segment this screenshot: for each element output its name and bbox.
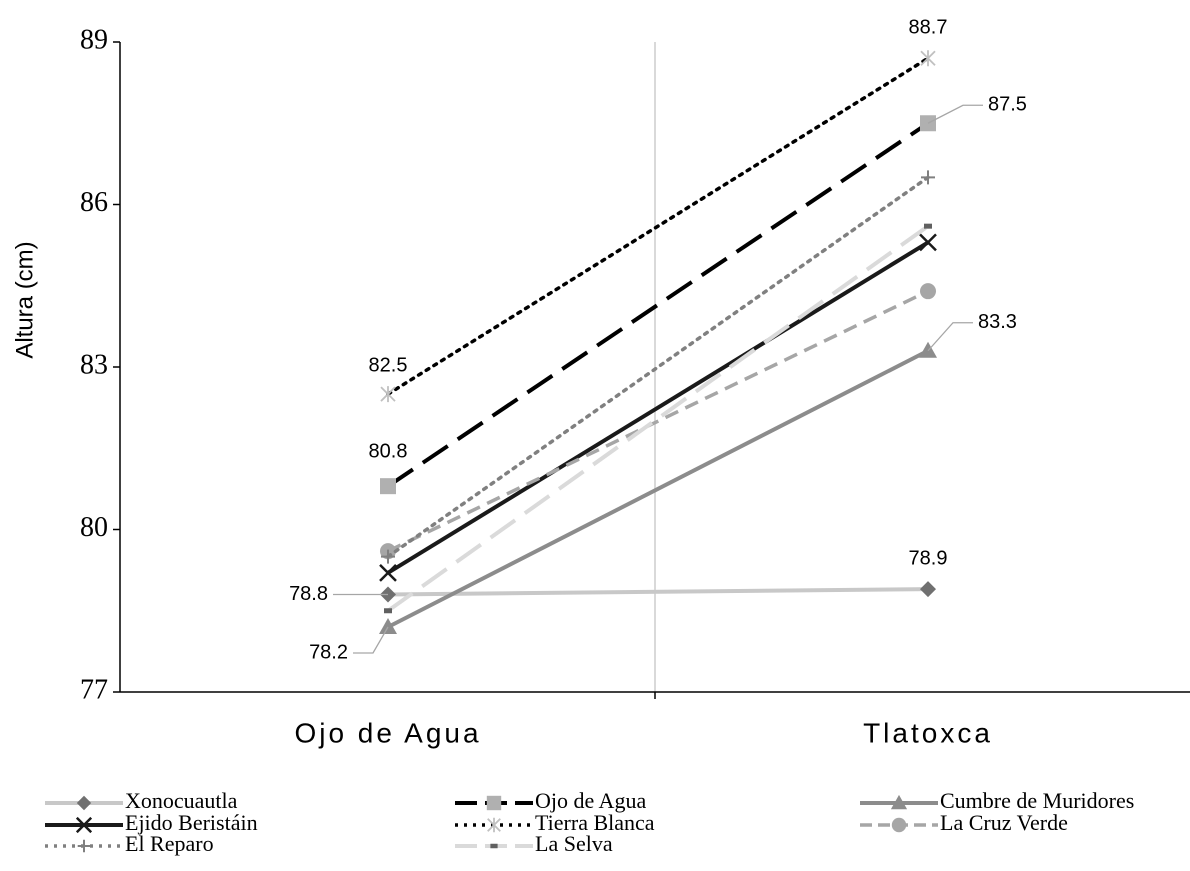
marker bbox=[380, 386, 396, 403]
data-label: 78.2 bbox=[309, 641, 348, 663]
marker bbox=[76, 795, 92, 811]
legend-label: El Reparo bbox=[125, 831, 214, 856]
data-label: 83.3 bbox=[978, 311, 1017, 333]
legend-label: Tierra Blanca bbox=[535, 810, 655, 835]
marker bbox=[920, 283, 936, 300]
data-label: 78.9 bbox=[909, 547, 948, 569]
series-line bbox=[386, 56, 930, 396]
data-label: 78.8 bbox=[289, 583, 328, 605]
marker bbox=[77, 839, 91, 853]
legend-label: Ojo de Agua bbox=[535, 788, 646, 813]
data-label: 82.5 bbox=[369, 354, 408, 376]
x-tick-label: Ojo de Agua bbox=[294, 717, 481, 748]
legend-item: Cumbre de Muridores bbox=[860, 788, 1134, 813]
series-line bbox=[387, 289, 929, 553]
leader-line bbox=[927, 104, 983, 124]
series-line bbox=[386, 224, 930, 613]
data-label: 88.7 bbox=[909, 17, 948, 39]
marker bbox=[384, 608, 392, 614]
legend-item: Ojo de Agua bbox=[455, 788, 646, 813]
marker bbox=[891, 817, 907, 833]
series-line bbox=[386, 240, 930, 575]
marker bbox=[920, 50, 936, 67]
marker bbox=[890, 794, 908, 810]
leader-line bbox=[353, 626, 389, 654]
legend-item: La Cruz Verde bbox=[860, 810, 1068, 835]
marker bbox=[924, 223, 932, 229]
y-tick-label: 89 bbox=[80, 24, 108, 55]
marker bbox=[487, 817, 501, 833]
legend-label: Ejido Beristáin bbox=[125, 810, 258, 835]
series-line bbox=[387, 587, 929, 597]
y-tick-label: 86 bbox=[80, 187, 108, 218]
marker bbox=[379, 618, 397, 634]
legend-label: Cumbre de Muridores bbox=[940, 788, 1134, 813]
marker bbox=[919, 233, 937, 252]
marker bbox=[490, 843, 498, 849]
legend-label: Xonocuautla bbox=[125, 788, 238, 813]
data-label: 80.8 bbox=[369, 440, 408, 462]
legend-item: La Selva bbox=[455, 831, 613, 856]
marker bbox=[921, 170, 935, 185]
x-tick-label: Tlatoxca bbox=[863, 717, 993, 748]
marker bbox=[381, 549, 395, 564]
marker bbox=[486, 795, 502, 811]
leader-line bbox=[927, 322, 973, 352]
marker bbox=[919, 341, 937, 358]
legend-item: Tierra Blanca bbox=[455, 810, 655, 835]
legend-label: La Selva bbox=[535, 831, 613, 856]
y-axis-title: Altura (cm) bbox=[11, 241, 38, 358]
marker bbox=[380, 478, 396, 495]
legend-item: Ejido Beristáin bbox=[45, 810, 258, 835]
series-line bbox=[386, 121, 930, 488]
y-tick-label: 83 bbox=[80, 349, 108, 380]
series-line bbox=[387, 348, 929, 629]
y-tick-label: 80 bbox=[80, 512, 108, 543]
series-line bbox=[386, 175, 930, 559]
legend-item: El Reparo bbox=[45, 831, 214, 856]
data-label: 87.5 bbox=[988, 94, 1027, 116]
marker bbox=[920, 581, 936, 598]
marker bbox=[75, 816, 93, 834]
marker bbox=[379, 563, 397, 582]
y-tick-label: 77 bbox=[80, 674, 108, 705]
legend-label: La Cruz Verde bbox=[940, 810, 1068, 835]
legend-item: Xonocuautla bbox=[45, 788, 238, 813]
